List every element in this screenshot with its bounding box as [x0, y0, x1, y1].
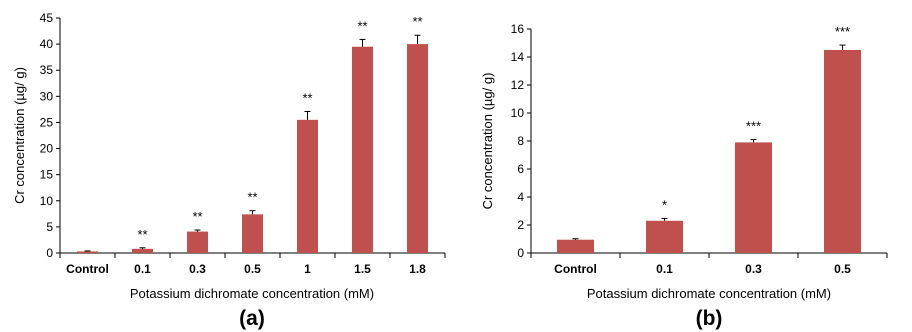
- y-tick-label: 8: [517, 134, 524, 148]
- x-tick-label: Control: [66, 262, 109, 276]
- y-tick-label: 4: [517, 190, 524, 204]
- x-tick-label: 0.5: [834, 262, 851, 276]
- x-axis-title: Potassium dichromate concentration (mM): [587, 286, 831, 301]
- y-tick-label: 16: [511, 22, 525, 36]
- bar-0.1: [132, 248, 153, 253]
- x-axis-title: Potassium dichromate concentration (mM): [130, 286, 374, 301]
- chart-panel-a: 0 5 10 15 20 25 30 35 40 45 Control ** 0.1 ** 0.3 ** 0.5…: [12, 11, 446, 330]
- significance-label: **: [357, 18, 367, 33]
- y-tick-label: 6: [517, 162, 524, 176]
- significance-label: ***: [746, 119, 761, 134]
- y-tick-label: 5: [46, 220, 53, 234]
- significance-label: *: [662, 197, 667, 212]
- significance-label: **: [247, 190, 257, 205]
- bar-1.8: [407, 44, 428, 253]
- bar-0.3: [187, 231, 208, 253]
- panel-label: (a): [239, 307, 265, 330]
- bar-1.5: [352, 46, 373, 253]
- y-tick-label: 35: [40, 63, 54, 77]
- x-tick-label: 0.1: [656, 262, 673, 276]
- panel-label: (b): [696, 307, 723, 330]
- bar-Control: [77, 251, 98, 253]
- y-tick-label: 0: [46, 246, 53, 260]
- chart-panel-b: 0 2 4 6 8 10 12 14 16 Control * 0.1 *** 0.3 *** 0.5 Cr c…: [480, 22, 888, 330]
- bar-0.5: [824, 50, 861, 253]
- bar-0.1: [646, 220, 683, 253]
- y-tick-label: 15: [40, 168, 54, 182]
- significance-label: **: [192, 209, 202, 224]
- x-tick-label: 1: [304, 262, 311, 276]
- x-tick-label: 0.1: [134, 262, 151, 276]
- y-tick-label: 0: [517, 246, 524, 260]
- significance-label: **: [302, 90, 312, 105]
- bar-0.3: [735, 142, 772, 253]
- bar-0.5: [242, 214, 263, 253]
- x-tick-label: 1.5: [354, 262, 371, 276]
- y-tick-label: 10: [511, 106, 525, 120]
- significance-label: **: [137, 227, 147, 242]
- y-tick-label: 20: [40, 142, 54, 156]
- x-tick-label: 0.3: [189, 262, 206, 276]
- x-tick-label: 0.3: [745, 262, 762, 276]
- significance-label: ***: [835, 24, 850, 39]
- y-tick-label: 25: [40, 115, 54, 129]
- y-tick-label: 30: [40, 89, 54, 103]
- bar-Control: [557, 239, 594, 253]
- x-tick-label: 1.8: [409, 262, 426, 276]
- y-tick-label: 10: [40, 194, 54, 208]
- x-tick-label: 0.5: [244, 262, 261, 276]
- y-tick-label: 12: [511, 78, 525, 92]
- y-tick-label: 14: [511, 50, 525, 64]
- y-axis-title: Cr concentration (µg/ g): [12, 67, 27, 204]
- bar-1: [297, 119, 318, 253]
- y-axis-title: Cr concentration (µg/ g): [480, 73, 495, 210]
- y-tick-label: 45: [40, 11, 54, 25]
- y-tick-label: 40: [40, 37, 54, 51]
- y-tick-label: 2: [517, 218, 524, 232]
- x-tick-label: Control: [554, 262, 597, 276]
- significance-label: **: [412, 14, 422, 29]
